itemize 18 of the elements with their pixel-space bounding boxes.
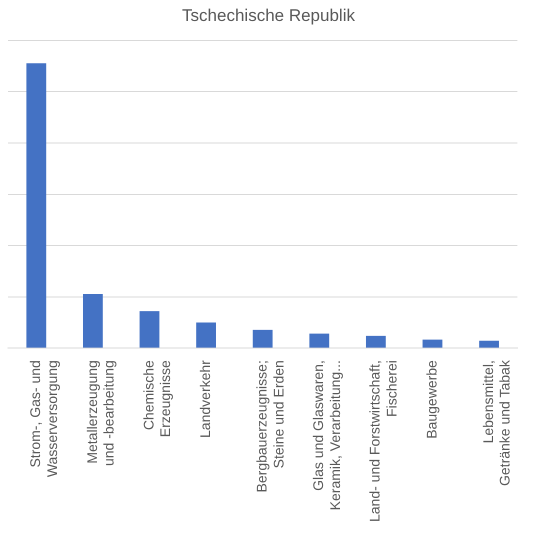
x-tick-label: Bergbauerzeugnisse; Steine und Erden <box>254 360 286 492</box>
chart-title: Tschechische Republik <box>182 6 356 25</box>
bar <box>82 294 103 348</box>
bar <box>422 340 442 348</box>
x-tick-label: Lebensmittel, Getränke und Tabak <box>480 359 513 486</box>
bar <box>366 336 386 348</box>
bar <box>252 330 273 348</box>
bar <box>196 322 216 348</box>
x-tick-label: Metallerzeugung und -bearbeitung <box>84 360 117 466</box>
x-tick-label: Landverkehr <box>196 360 213 438</box>
bar <box>309 334 330 348</box>
bar <box>26 63 46 348</box>
x-tick-label: Strom-, Gas- und Wasserversorgung <box>27 360 60 478</box>
x-tick-label: Glas und Glaswaren, Keramik, Verarbeitung... <box>310 360 343 510</box>
x-tick-label: Land- und Forstwirtschaft, Fischerei <box>366 360 400 522</box>
bar <box>140 311 160 348</box>
x-tick-label: Baugewerbe <box>423 360 440 439</box>
bar <box>479 340 499 348</box>
